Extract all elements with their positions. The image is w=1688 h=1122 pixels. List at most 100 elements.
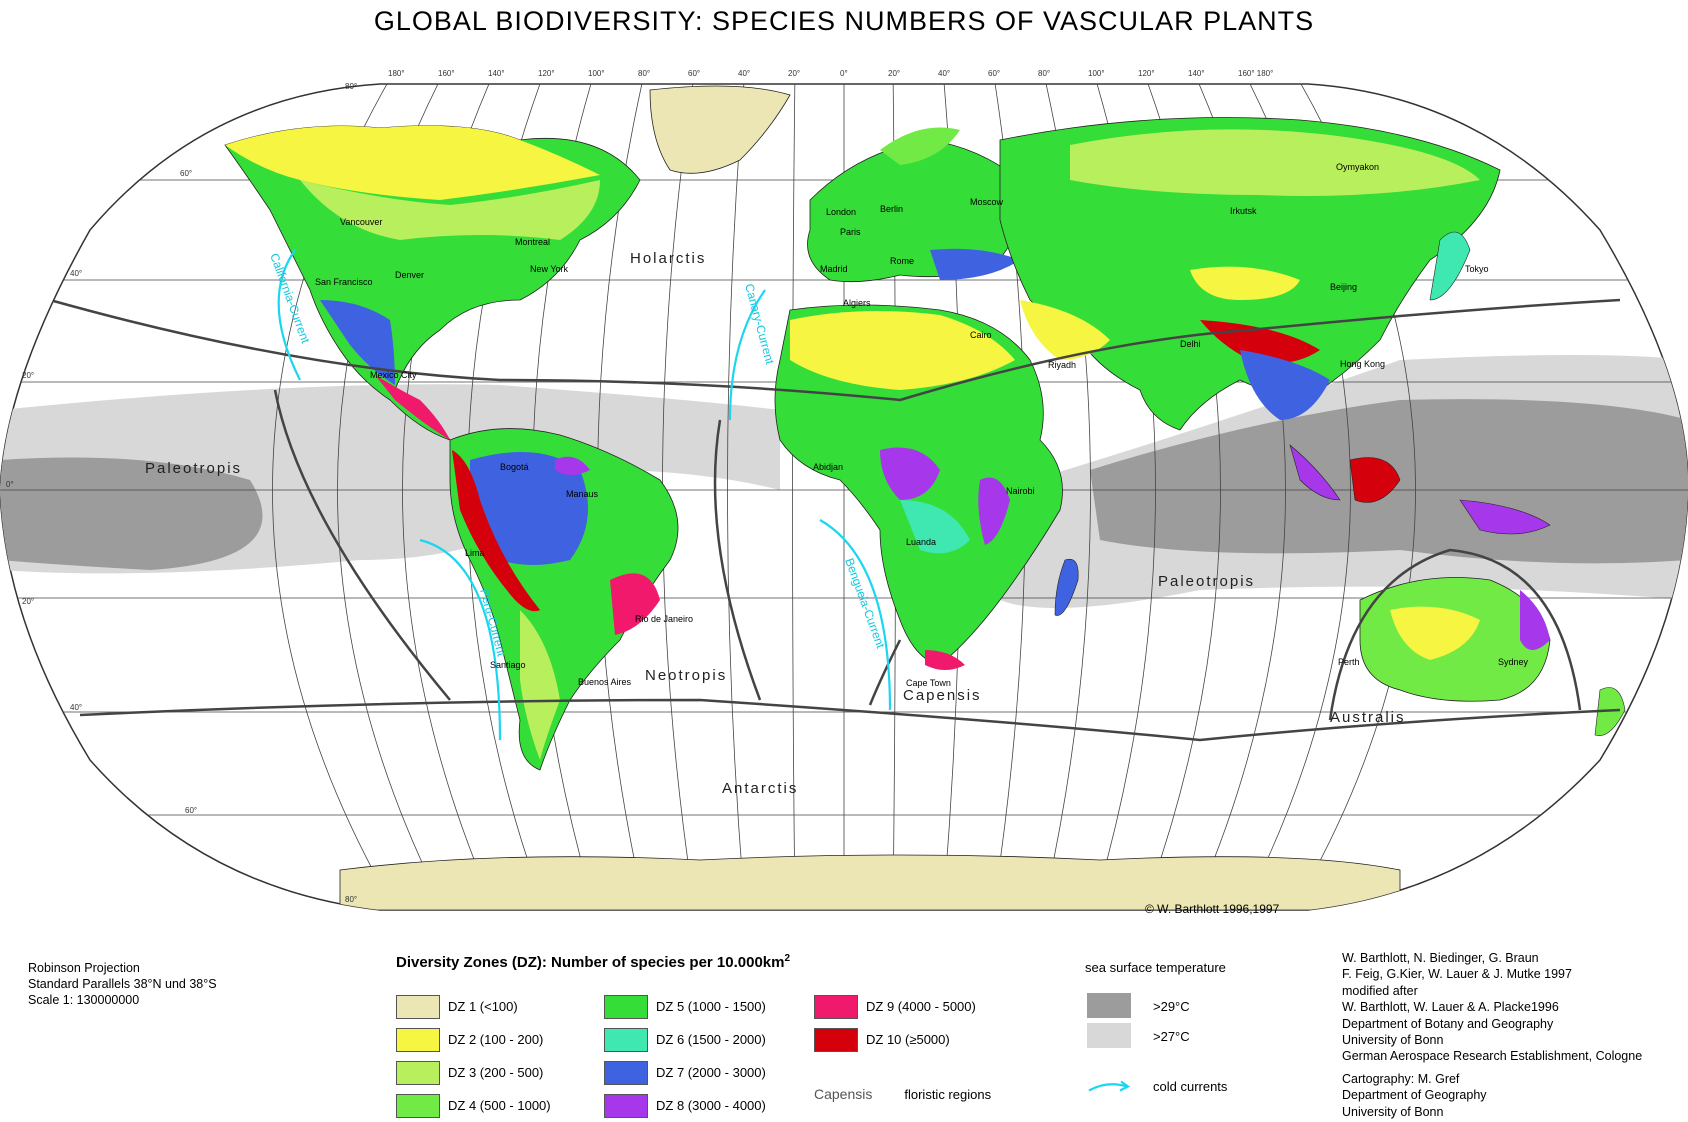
svg-text:140°: 140° xyxy=(488,69,505,78)
svg-text:60°: 60° xyxy=(688,69,700,78)
floristic-region-desc: floristic regions xyxy=(904,1087,992,1102)
map-title: GLOBAL BIODIVERSITY: SPECIES NUMBERS OF … xyxy=(373,6,1315,36)
city-label: Denver xyxy=(395,270,424,280)
latitude-labels: 80° 60° 40° 20° 0° 20° 40° 60° 80° xyxy=(6,82,357,904)
greenland xyxy=(649,85,791,174)
city-label: Cairo xyxy=(970,330,992,340)
credit-line: F. Feig, G.Kier, W. Lauer & J. Mutke 199… xyxy=(1342,967,1572,982)
svg-text:0°: 0° xyxy=(840,69,848,78)
floristic-region-example: Capensis xyxy=(814,1086,873,1102)
city-label: Moscow xyxy=(970,197,1004,207)
credit-line: University of Bonn xyxy=(1342,1104,1444,1119)
city-label: Luanda xyxy=(906,537,936,547)
svg-text:80°: 80° xyxy=(345,895,357,904)
city-label: Vancouver xyxy=(340,217,382,227)
city-label: Tokyo xyxy=(1465,264,1489,274)
credit-line: University of Bonn xyxy=(1342,1033,1444,1048)
madagascar xyxy=(1054,558,1079,616)
svg-text:80°: 80° xyxy=(638,69,650,78)
svg-text:40°: 40° xyxy=(938,69,950,78)
swatch-dz7 xyxy=(604,1061,648,1085)
city-label: Abidjan xyxy=(813,462,843,472)
canary-current-arrow xyxy=(728,289,766,421)
svg-text:20°: 20° xyxy=(22,371,34,380)
copyright: © W. Barthlott 1996,1997 xyxy=(1145,902,1280,916)
projection-line: Standard Parallels 38°N und 38°S xyxy=(28,977,217,991)
credit-line: W. Barthlott, W. Lauer & A. Placke1996 xyxy=(1342,1000,1559,1015)
svg-text:60°: 60° xyxy=(988,69,1000,78)
svg-text:160° 180°: 160° 180° xyxy=(1238,69,1273,78)
city-label: Irkutsk xyxy=(1230,206,1257,216)
floristic-boundaries xyxy=(49,298,1621,742)
region-label-paleotropis-west: Paleotropis xyxy=(145,460,242,477)
cold-current-arrow-icon xyxy=(1088,1080,1131,1092)
svg-text:40°: 40° xyxy=(70,269,82,278)
city-label: Buenos Aires xyxy=(578,677,632,687)
city-label: London xyxy=(826,207,856,217)
svg-text:120°: 120° xyxy=(538,69,555,78)
swatch-dz6 xyxy=(604,1028,648,1052)
svg-text:140°: 140° xyxy=(1188,69,1205,78)
city-label: Hong Kong xyxy=(1340,359,1385,369)
svg-text:40°: 40° xyxy=(70,703,82,712)
credits: W. Barthlott, N. Biedinger, G. Braun F. … xyxy=(1342,950,1642,1120)
new-guinea xyxy=(1459,499,1551,535)
city-label: Rome xyxy=(890,256,914,266)
antarctica xyxy=(339,854,1401,910)
region-label-neotropis: Neotropis xyxy=(645,667,727,684)
benguela-current-arrow xyxy=(819,519,892,711)
city-label: Madrid xyxy=(820,264,848,274)
projection-line: Robinson Projection xyxy=(28,961,140,975)
city-label: Mexico City xyxy=(370,370,417,380)
svg-text:60°: 60° xyxy=(180,169,192,178)
city-label: Delhi xyxy=(1180,339,1201,349)
city-label: New York xyxy=(530,264,569,274)
city-label: Perth xyxy=(1338,657,1360,667)
city-label: Paris xyxy=(840,227,861,237)
svg-text:160°: 160° xyxy=(438,69,455,78)
region-label-australis: Australis xyxy=(1330,709,1406,726)
swatch-dz3 xyxy=(396,1061,440,1085)
swatch-dz10 xyxy=(814,1028,858,1052)
cold-currents xyxy=(277,249,892,741)
california-current-arrow xyxy=(277,249,301,381)
city-label: Sydney xyxy=(1498,657,1529,667)
svg-text:20°: 20° xyxy=(788,69,800,78)
svg-text:80°: 80° xyxy=(1038,69,1050,78)
svg-text:20°: 20° xyxy=(22,597,34,606)
credit-line: modified after xyxy=(1342,983,1418,998)
city-label: Bogotá xyxy=(500,462,529,472)
city-label: Algiers xyxy=(843,298,871,308)
svg-text:120°: 120° xyxy=(1138,69,1155,78)
credit-line: Cartography: M. Gref xyxy=(1342,1071,1460,1086)
city-label: Manaus xyxy=(566,489,599,499)
svg-text:20°: 20° xyxy=(888,69,900,78)
city-label: Riyadh xyxy=(1048,360,1076,370)
city-label: Oymyakon xyxy=(1336,162,1379,172)
credit-line: Department of Geography xyxy=(1342,1088,1487,1103)
region-label-capensis: Capensis xyxy=(903,687,982,704)
japan xyxy=(1429,231,1471,301)
city-label: Santiago xyxy=(490,660,526,670)
svg-text:100°: 100° xyxy=(588,69,605,78)
svg-text:80°: 80° xyxy=(345,82,357,91)
swatch-dz8 xyxy=(604,1094,648,1118)
swatch-sst29 xyxy=(1087,993,1131,1018)
city-label: Nairobi xyxy=(1006,486,1035,496)
region-label-paleotropis-east: Paleotropis xyxy=(1158,573,1255,590)
region-label-holarctis: Holarctis xyxy=(630,250,706,267)
swatch-dz5 xyxy=(604,995,648,1019)
sst-29-zone xyxy=(0,457,263,570)
sst-title: sea surface temperature xyxy=(1085,960,1226,975)
peru-current-arrow xyxy=(419,538,502,741)
city-label: Cape Town xyxy=(906,678,951,688)
credit-line: Department of Botany and Geography xyxy=(1342,1016,1554,1031)
svg-text:180°: 180° xyxy=(388,69,405,78)
world-map: Holarctis Paleotropis Paleotropis Neotro… xyxy=(0,69,1688,916)
sumatra xyxy=(1289,444,1341,501)
projection-info: Robinson Projection Standard Parallels 3… xyxy=(28,960,217,1008)
city-label: Montreal xyxy=(515,237,550,247)
swatch-dz2 xyxy=(396,1028,440,1052)
credit-line: German Aerospace Research Establishment,… xyxy=(1342,1049,1643,1064)
swatch-sst27 xyxy=(1087,1023,1131,1048)
